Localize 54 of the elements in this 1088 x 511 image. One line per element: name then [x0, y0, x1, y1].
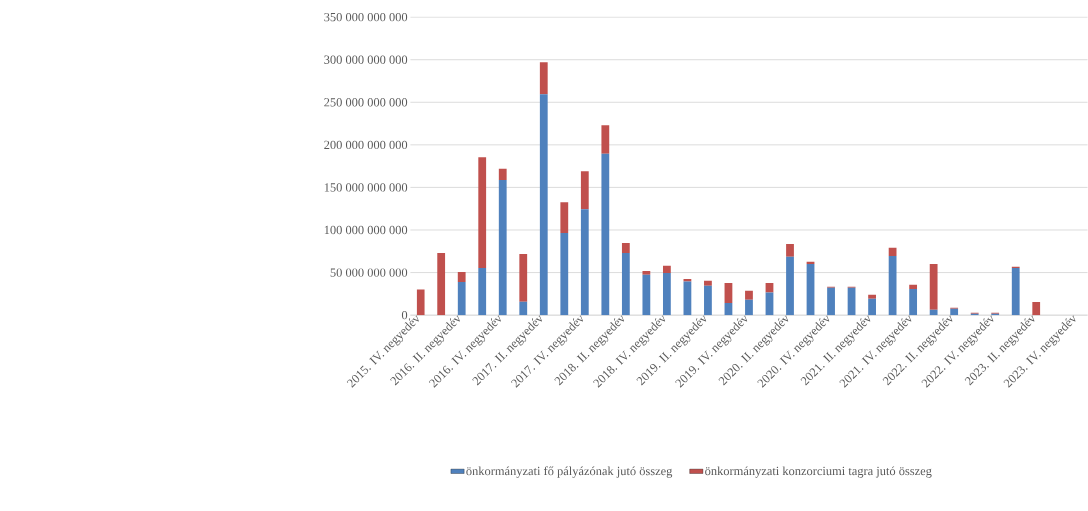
bar	[642, 270, 651, 275]
bar	[827, 287, 835, 316]
bar	[1032, 302, 1041, 316]
bar	[621, 242, 630, 253]
legend-label: önkormányzati konzorciumi tagra jutó összeg	[705, 466, 932, 478]
bar	[498, 180, 507, 316]
y-tick-label: 300 000 000 000	[324, 55, 408, 64]
bar	[662, 273, 671, 316]
bar	[888, 247, 897, 256]
bar	[560, 233, 569, 316]
bar	[868, 294, 876, 299]
y-tick-label: 250 000 000 000	[324, 98, 408, 107]
bar	[416, 289, 425, 316]
bar	[745, 290, 753, 300]
bar	[539, 94, 548, 316]
bar	[580, 209, 589, 316]
bar	[888, 255, 897, 316]
bar	[580, 171, 589, 210]
bar	[478, 267, 487, 316]
bar	[457, 281, 466, 316]
bar	[601, 125, 610, 154]
bar	[704, 285, 712, 316]
bar	[621, 253, 630, 316]
bar	[909, 284, 918, 289]
bar	[745, 299, 753, 316]
bar	[560, 202, 569, 234]
bar	[929, 263, 938, 310]
bar	[457, 271, 466, 282]
y-tick-label: 100 000 000 000	[324, 225, 408, 235]
bar	[929, 309, 938, 316]
bar	[765, 282, 774, 293]
bar	[601, 153, 610, 316]
bar	[704, 280, 712, 286]
y-tick-label: 50 000 000 000	[330, 268, 408, 277]
bar	[950, 308, 959, 316]
bar	[786, 243, 794, 257]
bar	[498, 168, 507, 181]
bar	[539, 62, 548, 95]
bar	[478, 157, 487, 268]
bar	[662, 265, 671, 274]
bar	[519, 301, 528, 316]
bar	[683, 279, 692, 282]
bar	[868, 298, 876, 316]
y-tick-label: 200 000 000 000	[324, 140, 408, 150]
bar	[909, 288, 918, 316]
bar	[519, 254, 528, 302]
bar	[1011, 267, 1020, 316]
y-tick-label: 150 000 000 000	[324, 183, 408, 192]
bar	[786, 256, 794, 316]
bar	[724, 282, 733, 303]
bar	[642, 274, 651, 316]
y-tick-label: 350 000 000 000	[324, 12, 408, 22]
legend-label: önkormányzati fő pályázónak jutó összeg	[466, 466, 673, 478]
bar	[437, 253, 446, 316]
